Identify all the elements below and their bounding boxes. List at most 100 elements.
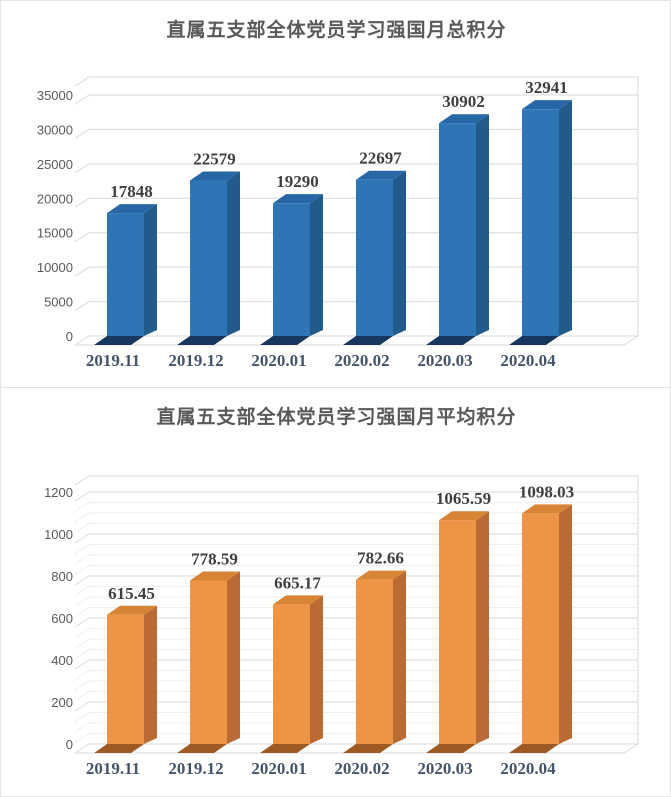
x-tick-label: 2019.12 — [168, 759, 223, 778]
bar-side-face — [227, 171, 240, 336]
bar-2020.02 — [343, 570, 406, 753]
y-tick-label: 400 — [51, 653, 73, 668]
bar-bottom-face — [177, 336, 227, 345]
bar-bottom-face — [94, 336, 144, 345]
bar-side-face — [310, 194, 323, 336]
bar-top-face — [273, 194, 323, 204]
y-tick-label: 5000 — [44, 295, 73, 310]
bar-bottom-face — [426, 336, 476, 345]
x-tick-label: 2019.11 — [86, 351, 140, 370]
bar-value-label: 17848 — [110, 182, 153, 201]
bar-front-face — [190, 580, 227, 744]
bar-front-face — [190, 180, 227, 336]
bar-top-face — [190, 571, 240, 581]
bar-side-face — [144, 605, 157, 744]
bar-side-face — [476, 511, 489, 744]
bar-value-label: 22579 — [193, 150, 236, 169]
x-tick-label: 2019.11 — [86, 759, 140, 778]
major-gridline — [74, 491, 638, 502]
x-tick-label: 2020.04 — [500, 759, 556, 778]
bar-top-face — [439, 511, 489, 521]
bar-front-face — [273, 604, 310, 744]
bar-value-label: 778.59 — [191, 549, 238, 568]
bar-side-face — [144, 204, 157, 336]
bar-front-face — [107, 213, 144, 336]
bar-side-face — [476, 114, 489, 337]
bar-top-face — [439, 114, 489, 124]
x-tick-label: 2020.01 — [251, 759, 306, 778]
bar-top-face — [273, 595, 323, 605]
y-tick-label: 200 — [51, 695, 73, 710]
bar-bottom-face — [260, 744, 310, 753]
floor-front-edge — [75, 335, 639, 346]
floor-front-edge — [75, 743, 639, 754]
bar-value-label: 615.45 — [108, 584, 155, 603]
bar-bottom-face — [509, 744, 559, 753]
bar-bottom-face — [94, 744, 144, 753]
x-tick-label: 2020.02 — [334, 759, 389, 778]
bar-front-face — [439, 520, 476, 744]
bar-2020.04 — [509, 504, 572, 753]
bar-top-face — [522, 100, 572, 110]
wall-top-edge — [74, 76, 638, 87]
y-tick-label: 600 — [51, 611, 73, 626]
y-tick-label: 0 — [66, 329, 73, 344]
total-points-plot-area: 0 5000 10000 15000 20000 25000 30000 35000 17848… — [37, 76, 639, 370]
bar-value-label: 32941 — [525, 78, 568, 97]
bar-top-face — [522, 504, 572, 514]
bar-bottom-face — [177, 744, 227, 753]
bar-bottom-face — [260, 336, 310, 345]
bar-value-label: 22697 — [359, 149, 402, 168]
bar-front-face — [439, 123, 476, 337]
bar-side-face — [310, 595, 323, 744]
bar-2019.12 — [177, 171, 240, 345]
major-gridline — [74, 94, 638, 105]
bar-2020.01 — [260, 595, 323, 753]
average-points-chart-title: 直属五支部全体党员学习强国月平均积分 — [156, 407, 517, 428]
bar-2019.12 — [177, 571, 240, 753]
bar-2020.01 — [260, 194, 323, 345]
bar-bottom-face — [343, 744, 393, 753]
bar-2020.03 — [426, 511, 489, 753]
y-tick-label: 10000 — [37, 260, 73, 275]
bar-top-face — [190, 171, 240, 181]
bar-front-face — [522, 109, 559, 336]
bar-front-face — [356, 579, 393, 744]
total-points-chart-title: 直属五支部全体党员学习强国月总积分 — [166, 20, 507, 41]
bar-front-face — [107, 614, 144, 744]
bar-side-face — [393, 170, 406, 336]
bar-2020.04 — [509, 100, 572, 345]
y-tick-label: 0 — [66, 737, 73, 752]
bar-front-face — [273, 203, 310, 336]
bar-side-face — [559, 100, 572, 336]
bar-bottom-face — [343, 336, 393, 345]
bar-top-face — [356, 570, 406, 580]
bar-bottom-face — [509, 336, 559, 345]
bar-front-face — [356, 179, 393, 336]
bar-front-face — [522, 513, 559, 744]
y-tick-label: 20000 — [37, 191, 73, 206]
bar-value-label: 1098.03 — [519, 482, 574, 501]
bar-2020.03 — [426, 114, 489, 345]
total-points-chart: 直属五支部全体党员学习强国月总积分 0 5000 10000 15000 20000 25… — [1, 1, 670, 387]
bar-value-label: 1065.59 — [436, 489, 491, 508]
x-tick-label: 2020.03 — [417, 351, 472, 370]
x-tick-label: 2020.02 — [334, 351, 389, 370]
bar-top-face — [356, 170, 406, 180]
y-tick-label: 25000 — [37, 157, 73, 172]
bar-value-label: 30902 — [442, 92, 485, 111]
bar-top-face — [107, 204, 157, 214]
bar-side-face — [227, 571, 240, 744]
x-tick-label: 2020.03 — [417, 759, 472, 778]
bar-side-face — [559, 504, 572, 744]
bar-value-label: 665.17 — [274, 573, 321, 592]
average-points-plot-area: 0 200 400 600 800 1000 1200 615.45 778.59 665.17 7… — [44, 475, 639, 778]
y-tick-label: 30000 — [37, 122, 73, 137]
y-tick-label: 15000 — [37, 226, 73, 241]
wall-top-edge — [74, 475, 638, 486]
bar-top-face — [107, 605, 157, 615]
y-tick-label: 1200 — [44, 485, 73, 500]
bar-2019.11 — [94, 605, 157, 753]
bar-2020.02 — [343, 170, 406, 345]
